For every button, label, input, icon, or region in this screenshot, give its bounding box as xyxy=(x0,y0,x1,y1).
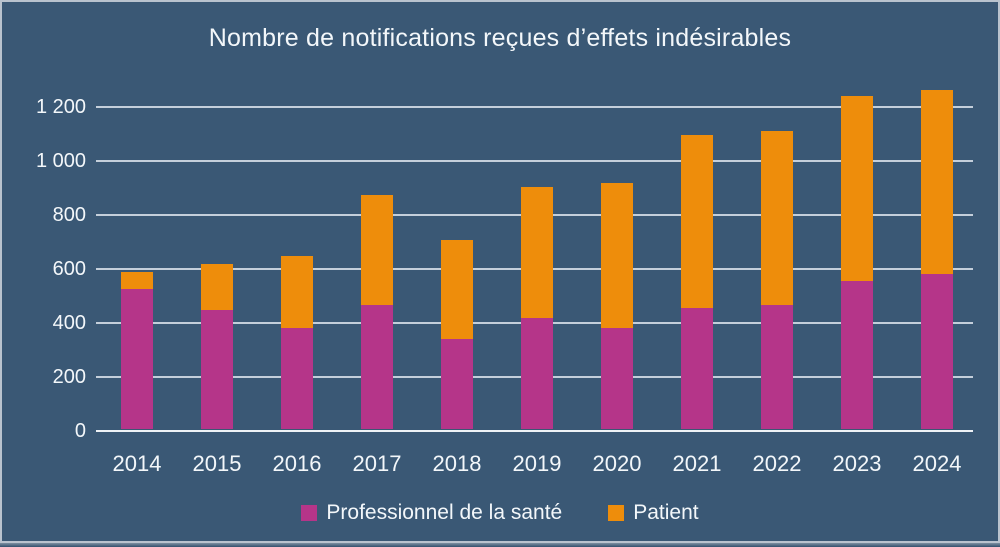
x-tick-label-2020: 2020 xyxy=(592,451,642,476)
x-tick-label-2023: 2023 xyxy=(832,451,882,476)
x-tick-label-2014: 2014 xyxy=(112,451,162,476)
bar-segment-2024-patient xyxy=(921,90,953,274)
x-tick-label-2018: 2018 xyxy=(432,451,482,476)
bar-segment-2021-professionnel xyxy=(681,307,713,429)
legend-label-patient: Patient xyxy=(633,501,699,524)
x-tick-label-2022: 2022 xyxy=(752,451,802,476)
bar-segment-2017-professionnel xyxy=(361,304,393,429)
bar-segment-2021-patient xyxy=(681,134,713,308)
bar-segment-2024-professionnel xyxy=(921,273,953,429)
chart-title: Nombre de notifications reçues d’effets … xyxy=(208,24,792,52)
bar-2019 xyxy=(521,187,553,429)
bar-2022 xyxy=(761,130,793,429)
bar-2020 xyxy=(601,183,633,429)
bar-segment-2020-patient xyxy=(601,183,633,328)
bar-2014 xyxy=(121,272,153,429)
gridline-1200 xyxy=(96,106,973,108)
x-tick-label-2015: 2015 xyxy=(192,451,242,476)
gridline-1000 xyxy=(96,160,973,162)
legend-item-patient: Patient xyxy=(608,501,699,525)
bar-segment-2018-patient xyxy=(441,240,473,339)
legend: Professionnel de la santé Patient xyxy=(2,501,998,525)
y-tick-label-400: 400 xyxy=(52,312,86,334)
bar-2015 xyxy=(201,264,233,429)
bar-segment-2015-professionnel xyxy=(201,310,233,429)
y-tick-label-1000: 1 000 xyxy=(35,150,86,172)
y-tick-label-800: 800 xyxy=(52,204,86,226)
legend-swatch-patient-icon xyxy=(608,505,625,521)
bar-2018 xyxy=(441,240,473,429)
bar-segment-2016-professionnel xyxy=(281,327,313,429)
bar-2016 xyxy=(281,256,313,429)
y-tick-label-0: 0 xyxy=(74,420,86,442)
x-tick-label-2024: 2024 xyxy=(912,451,962,476)
y-tick-label-200: 200 xyxy=(52,366,86,388)
bar-segment-2023-patient xyxy=(841,95,873,281)
bar-2017 xyxy=(361,195,393,429)
bar-segment-2014-patient xyxy=(121,272,153,289)
legend-label-professionnel: Professionnel de la santé xyxy=(326,501,563,524)
bar-segment-2022-professionnel xyxy=(761,304,793,429)
legend-item-professionnel: Professionnel de la santé xyxy=(301,501,562,525)
x-tick-label-2021: 2021 xyxy=(672,451,722,476)
panel-bottom-edge xyxy=(0,543,1000,547)
y-tick-label-600: 600 xyxy=(52,258,86,280)
bar-segment-2020-professionnel xyxy=(601,327,633,429)
bar-2021 xyxy=(681,134,713,429)
bar-segment-2018-professionnel xyxy=(441,338,473,429)
bar-segment-2014-professionnel xyxy=(121,288,153,429)
bar-segment-2023-professionnel xyxy=(841,280,873,429)
bar-segment-2016-patient xyxy=(281,256,313,328)
x-tick-label-2019: 2019 xyxy=(512,451,562,476)
x-tick-label-2016: 2016 xyxy=(272,451,322,476)
bar-segment-2019-patient xyxy=(521,187,553,319)
plot-area xyxy=(96,90,973,432)
bar-2023 xyxy=(841,95,873,429)
legend-swatch-professionnel-icon xyxy=(301,505,318,521)
gridline-0 xyxy=(96,430,973,432)
bar-segment-2017-patient xyxy=(361,195,393,305)
bar-segment-2015-patient xyxy=(201,264,233,311)
x-tick-label-2017: 2017 xyxy=(352,451,402,476)
bar-2024 xyxy=(921,90,953,429)
y-tick-label-1200: 1 200 xyxy=(35,96,86,118)
bar-segment-2022-patient xyxy=(761,130,793,305)
bar-segment-2019-professionnel xyxy=(521,318,553,429)
